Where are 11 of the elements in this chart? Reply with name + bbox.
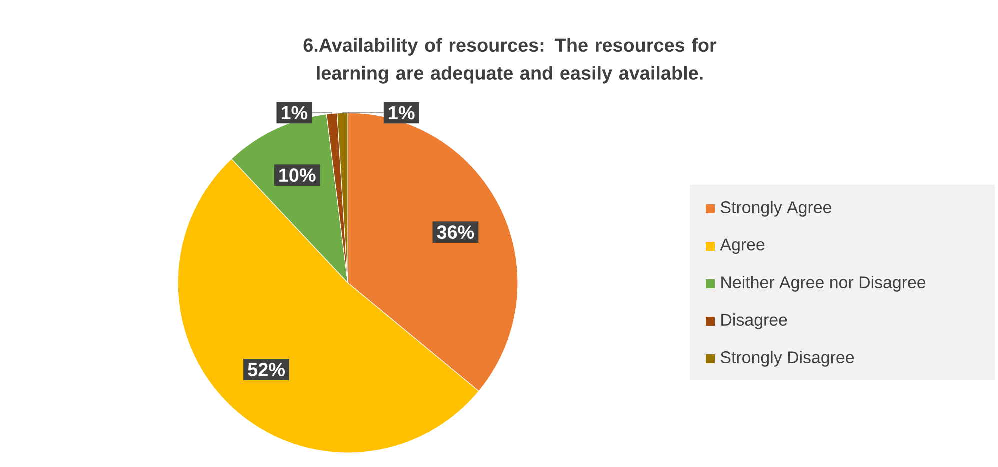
data-label: 10% — [280, 168, 316, 182]
legend-label: Strongly Disagree — [720, 351, 854, 367]
legend-label: Neither Agree nor Disagree — [722, 276, 926, 292]
data-label: 1% — [282, 106, 308, 120]
data-label: 36% — [437, 226, 474, 240]
legend-label: Strongly Agree — [720, 201, 832, 217]
chart-title: 6.Availability of resources: The resources for learning are adequate and easily available. — [304, 38, 717, 84]
legend-label: Disagree — [722, 314, 788, 330]
data-label: 52% — [248, 363, 285, 376]
data-label: 1% — [389, 106, 415, 120]
legend-label: Agree — [720, 238, 765, 254]
